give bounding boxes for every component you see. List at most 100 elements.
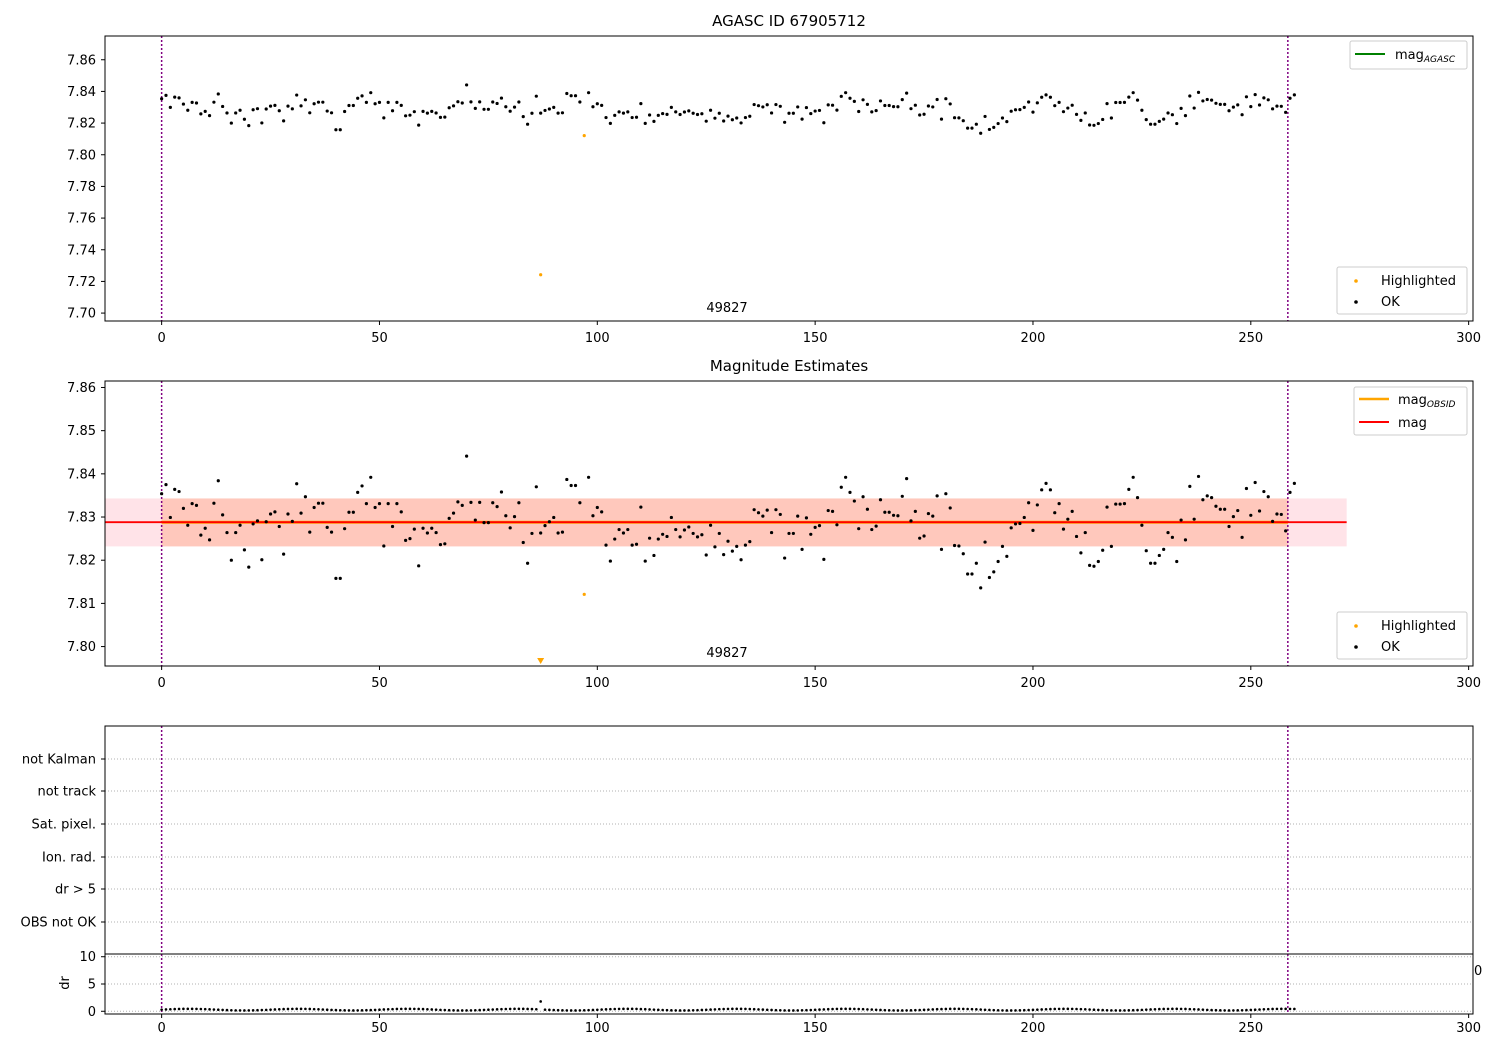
dr-point — [626, 1007, 630, 1011]
dr-point — [1236, 1009, 1240, 1012]
ok-point — [552, 515, 556, 520]
dr-point — [1009, 1009, 1013, 1012]
ok-point — [974, 561, 978, 565]
ok-point — [321, 501, 325, 505]
ok-point — [896, 514, 900, 518]
ok-point — [425, 531, 429, 535]
panel-magnitude-estimates: Magnitude Estimates 0 50 100 150 200 250 300 7… — [67, 357, 1481, 691]
ok-point — [1122, 502, 1127, 506]
ok-point — [1240, 535, 1244, 539]
ok-point — [212, 501, 216, 505]
off-scale-marker — [537, 658, 545, 664]
y-tick-label: 7.81 — [67, 597, 96, 612]
ok-point — [1279, 512, 1283, 517]
ok-point — [221, 513, 225, 517]
ok-point — [1066, 517, 1070, 521]
ok-point — [1005, 554, 1009, 558]
ok-point — [569, 94, 573, 98]
ok-point — [1166, 111, 1170, 115]
ok-point — [1074, 112, 1079, 116]
flag-label: not Kalman — [22, 753, 96, 768]
ok-point — [1096, 121, 1100, 126]
ok-point — [804, 105, 809, 110]
ok-point — [852, 99, 856, 103]
ok-point — [652, 119, 656, 123]
ok-point — [826, 103, 830, 107]
ok-point — [369, 475, 373, 479]
ok-point — [499, 490, 504, 494]
panel-2-obsid-label: 49827 — [706, 646, 747, 661]
x-tick-label: 300 — [1456, 1021, 1481, 1036]
dr-point — [709, 1008, 712, 1011]
dr-point — [874, 1008, 878, 1012]
ok-point — [325, 525, 329, 529]
ok-point — [931, 105, 935, 109]
ok-point — [778, 104, 782, 108]
dr-point — [352, 1009, 355, 1012]
ok-point — [1270, 107, 1275, 111]
ok-point — [395, 502, 399, 506]
ok-point — [748, 114, 752, 118]
dr-point — [961, 1007, 965, 1011]
ok-point — [639, 102, 643, 106]
dr-point — [565, 1009, 569, 1012]
ok-point — [495, 101, 499, 106]
ok-point — [1170, 535, 1174, 539]
dr-point — [870, 1008, 874, 1011]
ok-point — [979, 586, 983, 590]
dr-point — [1066, 1007, 1070, 1011]
dr-point — [683, 1009, 686, 1012]
dr-point — [613, 1007, 617, 1011]
ok-point — [491, 100, 495, 104]
x-tick-label: 200 — [1021, 331, 1046, 346]
ok-point — [260, 558, 264, 562]
ok-point — [1144, 549, 1148, 553]
dr-point — [979, 1008, 982, 1011]
ok-point — [404, 538, 408, 542]
ok-point — [1209, 495, 1214, 500]
ok-point — [1053, 511, 1057, 515]
panel-2-legend-lines: magOBSID mag — [1353, 386, 1468, 436]
dr-point — [661, 1008, 664, 1012]
dr-point — [452, 1009, 455, 1012]
ok-point — [334, 128, 338, 132]
ok-point — [783, 120, 787, 124]
ok-point — [900, 98, 904, 102]
ok-point — [1275, 512, 1279, 516]
ok-point — [373, 505, 377, 510]
dr-point — [1223, 1009, 1226, 1012]
dr-point — [439, 1008, 442, 1012]
ok-point — [966, 126, 970, 130]
dr-point — [243, 1009, 246, 1012]
dr-point — [670, 1009, 673, 1012]
dr-point — [1197, 1008, 1200, 1011]
ok-point — [1027, 100, 1031, 104]
x-tick-label: 250 — [1238, 331, 1263, 346]
y-tick-label: 7.83 — [67, 511, 96, 526]
dr-point — [587, 1008, 590, 1012]
ok-point — [1284, 529, 1288, 533]
ok-point — [756, 511, 761, 515]
dr-point — [735, 1007, 739, 1011]
ok-point — [1170, 113, 1174, 117]
ok-point — [948, 506, 952, 510]
ok-point — [595, 505, 599, 510]
ok-point — [1140, 523, 1144, 527]
ok-point — [743, 543, 748, 547]
highlighted-point — [582, 133, 586, 138]
dr-point — [1118, 1009, 1122, 1012]
ok-point — [404, 114, 408, 118]
x-tick-label: 0 — [157, 1021, 165, 1036]
y-tick-label: 7.86 — [67, 381, 96, 396]
dr-point — [643, 1007, 647, 1011]
ok-point — [626, 527, 630, 532]
ok-point — [844, 475, 848, 479]
ok-point — [525, 122, 530, 126]
ok-point — [282, 119, 286, 123]
ok-point — [469, 100, 473, 104]
dr-point — [1245, 1008, 1248, 1012]
ok-point — [386, 502, 390, 506]
ok-point — [508, 109, 512, 113]
ok-point — [678, 535, 682, 539]
dr-point — [665, 1008, 669, 1012]
